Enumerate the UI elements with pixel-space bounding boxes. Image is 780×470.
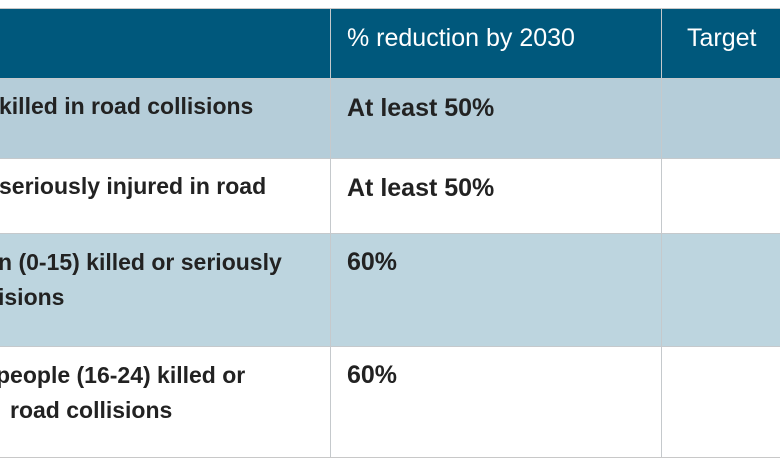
measure-cell: seriously injured in road	[0, 173, 267, 199]
header-label: % reduction by 2030	[347, 24, 575, 52]
target-cell	[662, 159, 780, 233]
header-cell-measure	[0, 9, 330, 78]
measure-cell: people (16-24) killed or road collisions	[0, 362, 246, 423]
reduction-cell: At least 50%	[347, 174, 495, 202]
header-cell-reduction: % reduction by 2030	[331, 9, 661, 78]
reduction-cell: 60%	[347, 248, 398, 276]
column-divider	[661, 9, 662, 78]
header-cell-target: Target	[662, 9, 780, 78]
table-row: seriously injured in road At least 50%	[0, 159, 780, 234]
header-label: Target	[687, 24, 757, 52]
target-cell	[662, 234, 780, 346]
target-cell	[662, 79, 780, 158]
table-header-row: % reduction by 2030 Target	[0, 9, 780, 79]
measure-cell: n (0-15) killed or seriously isions	[0, 249, 282, 310]
road-safety-targets-table: % reduction by 2030 Target killed in roa…	[0, 8, 780, 458]
measure-cell: killed in road collisions	[0, 93, 254, 119]
table-row: people (16-24) killed or road collisions…	[0, 347, 780, 457]
table-row: n (0-15) killed or seriously isions 60%	[0, 234, 780, 347]
target-cell	[662, 347, 780, 457]
reduction-cell: 60%	[347, 361, 398, 389]
reduction-cell: At least 50%	[347, 94, 495, 122]
column-divider	[330, 9, 331, 78]
table-row: killed in road collisions At least 50%	[0, 79, 780, 159]
